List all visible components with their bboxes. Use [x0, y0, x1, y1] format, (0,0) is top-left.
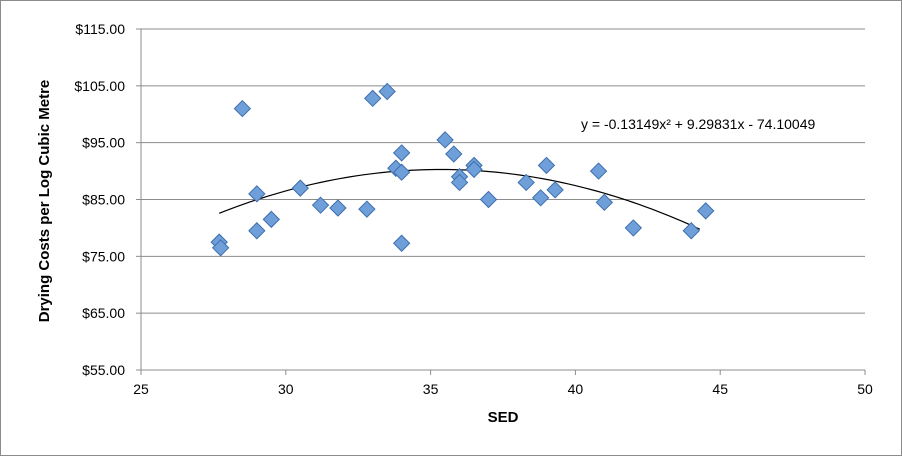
- data-point: [517, 173, 535, 192]
- x-tick-label: 35: [423, 381, 439, 397]
- x-tick-label: 30: [278, 381, 294, 397]
- y-tick-label: $55.00: [82, 362, 125, 378]
- data-point: [531, 189, 550, 207]
- data-point: [248, 222, 266, 240]
- y-tick-label: $85.00: [82, 192, 125, 208]
- data-point: [392, 144, 411, 162]
- data-point: [291, 179, 309, 197]
- data-point: [595, 193, 614, 212]
- data-point: [465, 160, 483, 179]
- x-tick-label: 40: [568, 381, 584, 397]
- data-point: [358, 200, 376, 218]
- x-tick-labels: 25 30 35 40 45 50: [133, 381, 873, 397]
- data-point: [233, 99, 252, 118]
- data-point: [378, 82, 396, 101]
- data-point: [479, 190, 498, 209]
- data-point: [682, 222, 700, 240]
- y-axis-title: Drying Costs per Log Cubic Metre: [36, 80, 53, 323]
- y-tick-label: $115.00: [75, 21, 125, 37]
- trendline-equation: y = -0.13149x² + 9.29831x - 74.10049: [581, 116, 815, 132]
- data-points: [210, 82, 715, 257]
- x-tick-label: 45: [712, 381, 728, 397]
- data-point: [450, 173, 469, 192]
- data-point: [392, 234, 411, 252]
- x-axis-title: SED: [488, 409, 519, 426]
- data-point: [445, 145, 463, 163]
- data-point: [329, 199, 347, 217]
- data-point: [537, 156, 556, 175]
- y-tick-label: $95.00: [82, 135, 125, 151]
- x-tick-label: 50: [857, 381, 873, 397]
- data-point: [311, 196, 330, 214]
- x-tick-label: 25: [133, 381, 149, 397]
- y-tick-labels: $55.00 $65.00 $75.00 $85.00 $95.00 $105.00 $11…: [74, 21, 125, 378]
- data-point: [624, 219, 643, 237]
- data-point: [262, 210, 281, 229]
- data-point: [363, 89, 382, 108]
- data-point: [211, 239, 230, 257]
- data-point: [546, 181, 564, 199]
- data-point: [248, 185, 266, 203]
- data-point: [589, 162, 608, 180]
- y-tick-label: $105.00: [74, 78, 125, 94]
- data-point: [697, 202, 715, 220]
- axes: [136, 28, 866, 375]
- data-point: [392, 163, 411, 181]
- y-tick-label: $65.00: [82, 305, 125, 321]
- gridlines: [141, 28, 865, 314]
- y-tick-label: $75.00: [82, 248, 125, 264]
- data-point: [436, 131, 454, 149]
